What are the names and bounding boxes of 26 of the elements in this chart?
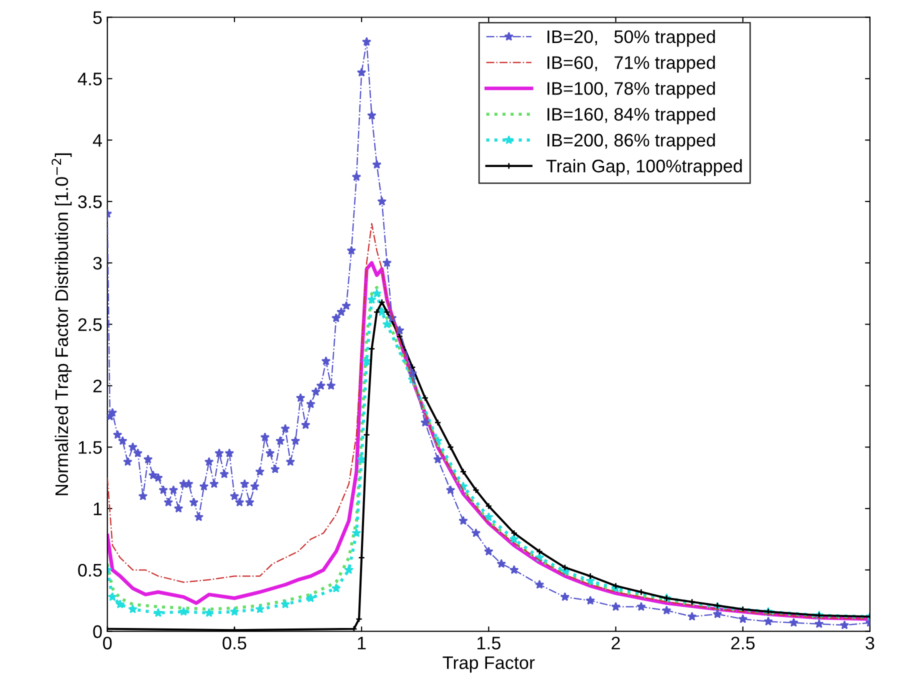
y-tick-label: 1.5 (78, 441, 102, 454)
y-axis-title: Normalized Trap Factor Distribution [1.0$^{−2}$] (52, 153, 72, 496)
legend-label: IB=20, 50% trapped (548, 30, 715, 47)
y-tick-label: 3 (93, 256, 102, 270)
legend-label: IB=60, 71% trapped (548, 56, 715, 73)
legend-label: IB=160, 84% trapped (548, 107, 715, 124)
x-tick-label: 2.5 (731, 636, 755, 650)
legend-label: IB=200, 86% trapped (548, 133, 715, 150)
x-tick-label: 2 (612, 636, 620, 650)
x-tick-label: 1 (358, 636, 366, 650)
y-tick-label: 0 (93, 625, 102, 638)
x-axis-title: Trap Factor (442, 656, 535, 673)
y-tick-label: 2.5 (78, 318, 102, 332)
y-tick-label: 3.5 (78, 195, 102, 208)
y-tick-label: 4 (92, 134, 102, 147)
y-tick-label: 1 (94, 502, 102, 516)
x-tick-label: 0.5 (222, 636, 246, 650)
y-tick-label: 4.5 (78, 72, 102, 86)
x-tick-label: 3 (866, 636, 874, 650)
y-tick-label: 5 (93, 11, 102, 24)
x-tick-label: 0 (103, 636, 112, 650)
y-tick-label: 2 (93, 380, 102, 392)
x-tick-label: 1.5 (478, 636, 500, 650)
y-tick-label: 0.5 (78, 564, 102, 577)
legend-label: IB=100, 78% trapped (548, 82, 715, 98)
legend-label: Train Gap, 100%trapped (546, 159, 742, 176)
